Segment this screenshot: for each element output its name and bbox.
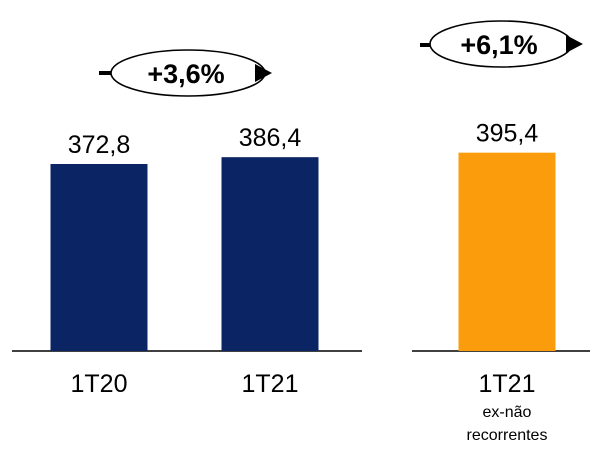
category-label-1t21-ex-nao-recorrentes: 1T21 <box>479 370 536 398</box>
arrow-right-icon <box>255 64 272 82</box>
arrow-right-icon <box>566 35 583 53</box>
value-label-1t20: 372,8 <box>68 131 131 159</box>
growth-annotation-3-6: +3,6% <box>99 49 272 97</box>
growth-label: +3,6% <box>147 59 224 89</box>
category-label-1t20: 1T20 <box>71 370 128 398</box>
value-label-1t21-ex-nao-recorrentes: 395,4 <box>476 120 539 148</box>
category-sublabel-line: recorrentes <box>467 427 548 444</box>
growth-label: +6,1% <box>460 30 537 60</box>
value-label-1t21: 386,4 <box>239 124 302 152</box>
bar-1t20 <box>50 164 148 351</box>
category-sublabel-ex-nao-recorrentes: ex-não recorrentes <box>467 404 548 444</box>
growth-annotation-6-1: +6,1% <box>420 20 583 68</box>
category-sublabel-line: ex-não <box>483 404 532 421</box>
bar-1t21 <box>221 157 319 351</box>
bar-1t21-ex-nao-recorrentes <box>458 152 556 351</box>
category-label-1t21: 1T21 <box>242 370 299 398</box>
